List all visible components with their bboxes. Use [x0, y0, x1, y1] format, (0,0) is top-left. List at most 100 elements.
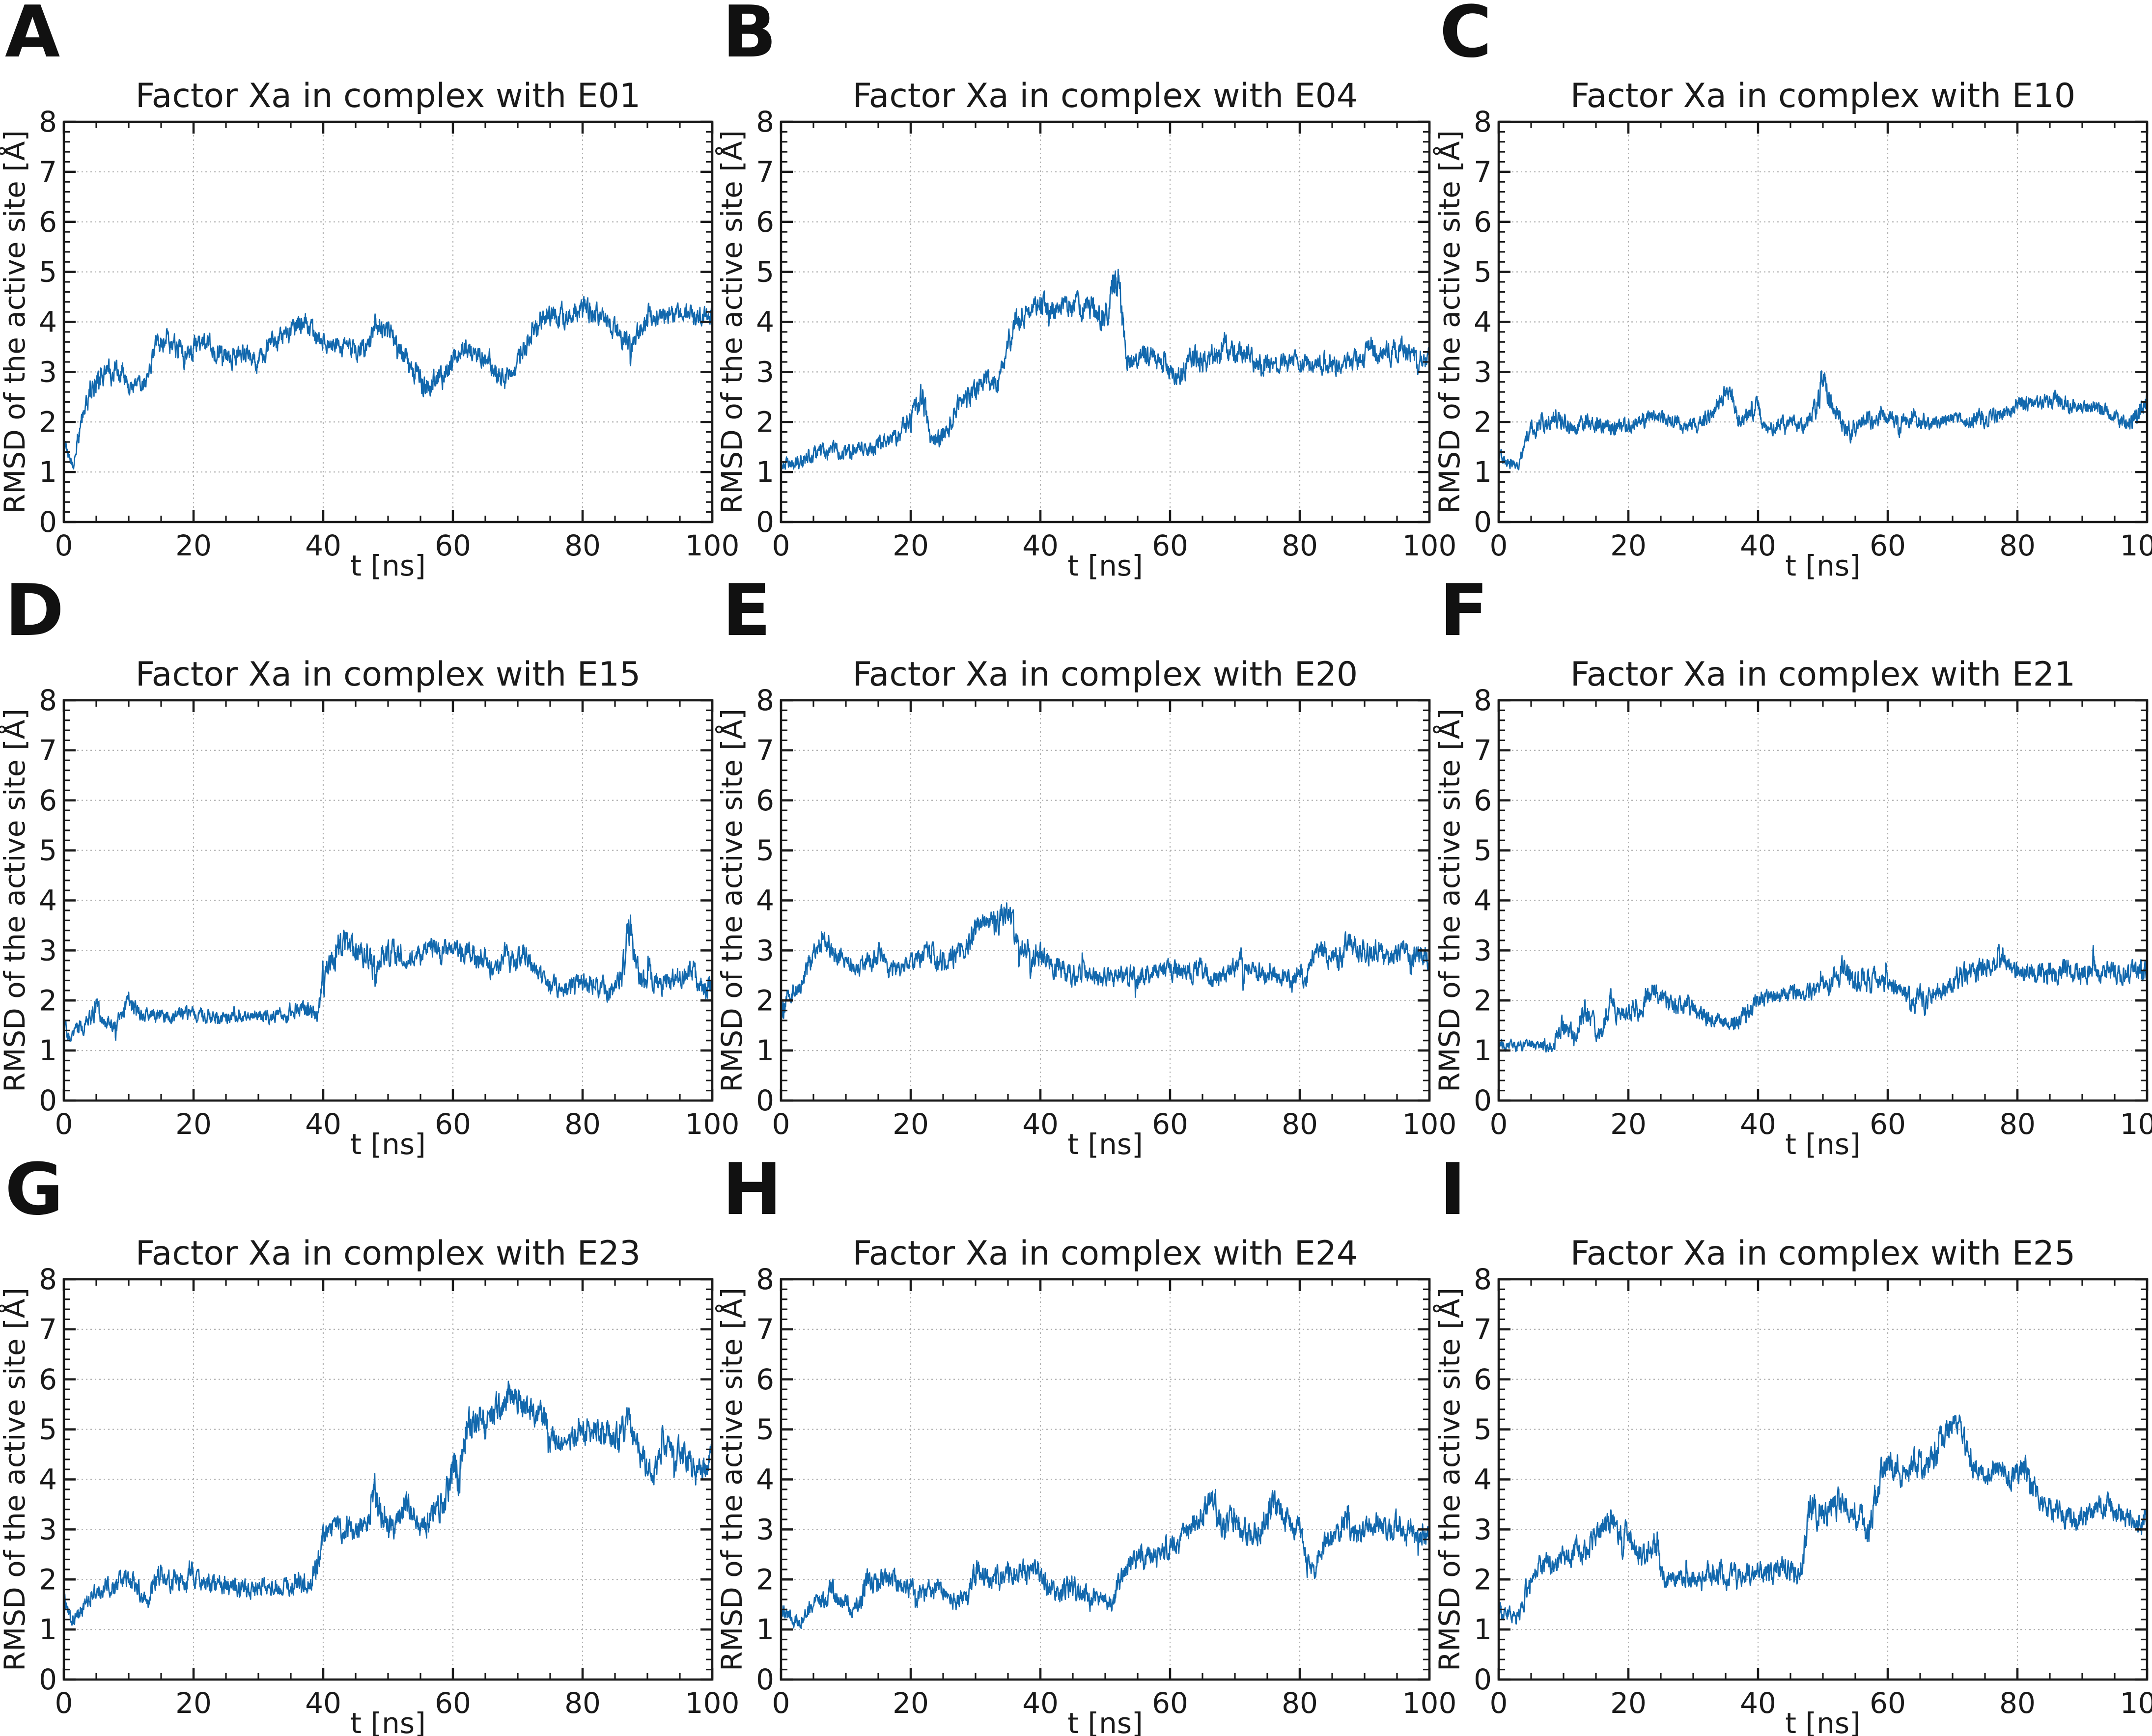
y-axis-label: RMSD of the active site [Å] [0, 130, 31, 514]
y-axis-label: RMSD of the active site [Å] [1432, 709, 1466, 1092]
y-tick-label: 2 [1474, 984, 1492, 1018]
x-tick-label: 100 [1402, 1686, 1457, 1720]
panel-title: Factor Xa in complex with E20 [853, 655, 1358, 694]
y-tick-label: 2 [756, 405, 774, 439]
y-tick-label: 1 [39, 455, 57, 489]
x-axis-label: t [ns] [350, 1707, 425, 1736]
y-tick-label: 6 [1474, 205, 1492, 239]
y-tick-label: 4 [756, 884, 774, 917]
x-tick-label: 20 [893, 1107, 929, 1141]
y-tick-label: 3 [1474, 934, 1492, 967]
y-tick-label: 6 [39, 1362, 57, 1396]
y-tick-label: 2 [39, 984, 57, 1018]
chart-panel-E04: B 0 1 2 3 4 5 6 7 8 0 20 40 60 80 100 Factor Xa in comp… [715, 0, 1456, 582]
panel-title: Factor Xa in complex with E21 [1570, 655, 2075, 694]
y-tick-label: 7 [756, 155, 774, 189]
panel-title: Factor Xa in complex with E01 [136, 77, 641, 115]
x-tick-label: 0 [1489, 529, 1508, 562]
x-tick-label: 80 [1999, 1107, 2036, 1141]
x-tick-label: 60 [1870, 1107, 1906, 1141]
panel-title: Factor Xa in complex with E10 [1570, 77, 2075, 115]
y-tick-label: 6 [39, 205, 57, 239]
x-tick-label: 40 [305, 1107, 341, 1141]
x-tick-label: 80 [1999, 1686, 2036, 1720]
y-tick-label: 2 [39, 405, 57, 439]
y-tick-label: 3 [1474, 355, 1492, 388]
y-tick-label: 6 [1474, 784, 1492, 817]
y-tick-label: 1 [1474, 455, 1492, 489]
chart-panel-E23: G 0 1 2 3 4 5 6 7 8 0 20 40 60 80 100 Factor Xa in comp… [0, 1151, 739, 1736]
y-tick-label: 4 [39, 1462, 57, 1496]
y-tick-label: 4 [756, 1462, 774, 1496]
y-tick-label: 5 [756, 834, 774, 867]
y-tick-label: 2 [756, 984, 774, 1018]
x-tick-label: 20 [1610, 1107, 1647, 1141]
y-axis-label: RMSD of the active site [Å] [715, 130, 749, 514]
y-tick-label: 8 [756, 1263, 774, 1296]
x-tick-label: 100 [685, 529, 740, 562]
panel-letter-label: I [1439, 1148, 1466, 1231]
x-tick-label: 0 [1489, 1107, 1508, 1141]
rmsd-trace [781, 902, 1430, 1020]
x-axis-label: t [ns] [1785, 1707, 1860, 1736]
panel-letter-label: D [5, 569, 64, 653]
x-tick-label: 40 [1740, 529, 1776, 562]
x-tick-label: 60 [435, 1107, 471, 1141]
x-tick-label: 0 [772, 1686, 790, 1720]
y-tick-label: 6 [1474, 1362, 1492, 1396]
x-tick-label: 60 [435, 529, 471, 562]
y-tick-label: 1 [756, 1034, 774, 1067]
x-tick-label: 80 [564, 1107, 601, 1141]
y-tick-label: 1 [39, 1034, 57, 1067]
x-tick-label: 0 [55, 529, 73, 562]
x-tick-label: 40 [305, 1686, 341, 1720]
y-tick-label: 8 [756, 105, 774, 138]
y-tick-label: 3 [39, 355, 57, 388]
panel-title: Factor Xa in complex with E23 [136, 1234, 641, 1273]
y-tick-label: 1 [756, 455, 774, 489]
y-tick-label: 0 [39, 1663, 57, 1696]
y-tick-label: 0 [1474, 505, 1492, 539]
rmsd-trace [63, 914, 713, 1042]
x-axis-label: t [ns] [350, 549, 425, 582]
y-tick-label: 2 [1474, 405, 1492, 439]
x-tick-label: 20 [893, 1686, 929, 1720]
x-tick-label: 0 [55, 1686, 73, 1720]
y-tick-label: 0 [39, 505, 57, 539]
x-tick-label: 20 [893, 529, 929, 562]
panel-letter-label: E [722, 569, 771, 653]
x-axis-label: t [ns] [1068, 549, 1143, 582]
y-tick-label: 6 [39, 784, 57, 817]
rmsd-trace [781, 269, 1430, 470]
y-tick-label: 3 [39, 1513, 57, 1546]
y-tick-label: 0 [756, 505, 774, 539]
x-tick-label: 20 [175, 1686, 212, 1720]
y-tick-label: 8 [756, 684, 774, 717]
x-tick-label: 80 [1282, 529, 1318, 562]
y-tick-label: 3 [756, 1513, 774, 1546]
x-tick-label: 100 [1402, 529, 1457, 562]
x-tick-label: 40 [1022, 529, 1059, 562]
panel-letter-label: B [722, 0, 777, 74]
x-tick-label: 100 [2120, 1107, 2152, 1141]
rmsd-trace [781, 1488, 1430, 1629]
y-tick-label: 6 [756, 1362, 774, 1396]
chart-panel-E24: H 0 1 2 3 4 5 6 7 8 0 20 40 60 80 100 Factor Xa in comp… [715, 1151, 1456, 1736]
x-tick-label: 20 [175, 529, 212, 562]
y-tick-label: 8 [1474, 684, 1492, 717]
x-tick-label: 20 [175, 1107, 212, 1141]
x-tick-label: 60 [1152, 529, 1188, 562]
y-tick-label: 7 [39, 1313, 57, 1346]
y-tick-label: 8 [1474, 1263, 1492, 1296]
x-tick-label: 60 [1870, 529, 1906, 562]
y-tick-label: 4 [1474, 1462, 1492, 1496]
y-tick-label: 7 [756, 734, 774, 767]
x-tick-label: 80 [1282, 1107, 1318, 1141]
y-axis-label: RMSD of the active site [Å] [0, 1288, 31, 1671]
y-axis-label: RMSD of the active site [Å] [715, 1288, 749, 1671]
x-axis-label: t [ns] [1785, 1128, 1860, 1161]
chart-panel-E20: E 0 1 2 3 4 5 6 7 8 0 20 40 60 80 100 Factor Xa in comp… [715, 572, 1456, 1161]
